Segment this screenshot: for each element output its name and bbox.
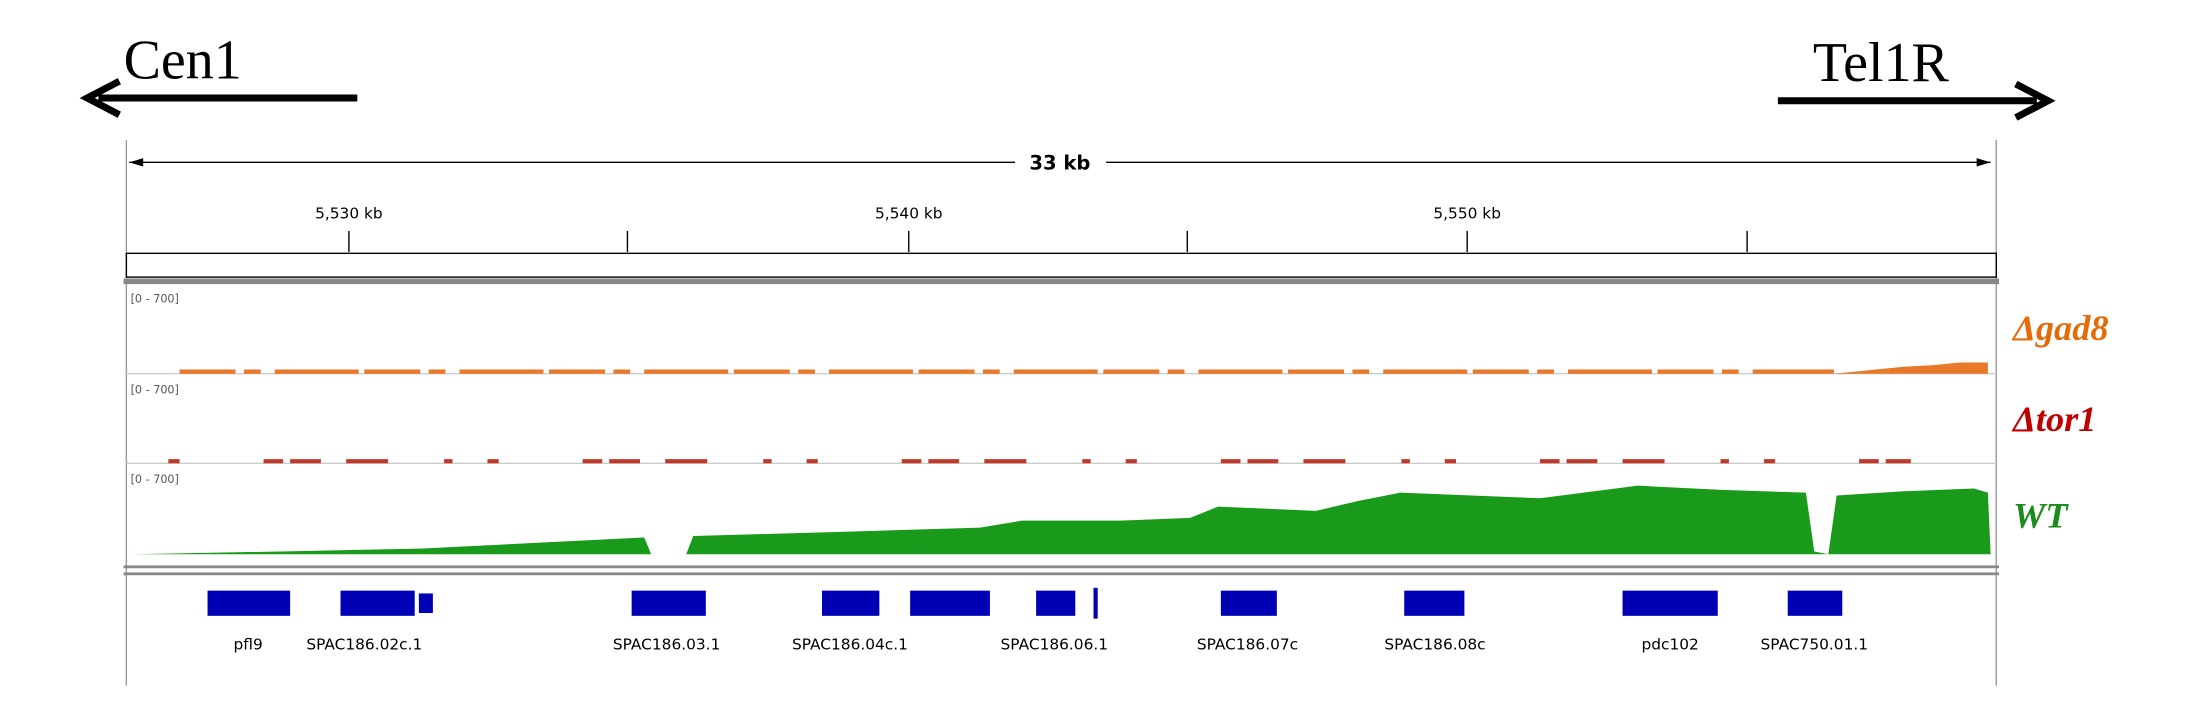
divider [123,278,2000,285]
track-name: Δtor1 [2011,399,2096,439]
ruler-tick-label: 5,550 kb [1433,204,1501,222]
track-range: [0 - 700] [131,292,179,305]
gene-label: pdc102 [1641,635,1698,653]
ruler-ticks [348,230,1748,252]
track-range: [0 - 700] [131,383,179,396]
tel-label: Tel1R [1813,32,1950,94]
wt-coverage [133,485,1991,555]
cen-label: Cen1 [124,29,242,91]
gene-label: SPAC186.08c [1384,635,1485,653]
divider [123,572,2000,576]
ruler-head [1976,158,1991,167]
ruler-tick-label: 5,530 kb [315,204,383,222]
gene-label: pfl9 [234,635,263,653]
gad8-coverage [1833,362,1988,374]
ruler-span: 33 kb [1029,151,1090,174]
gene-label: SPAC186.02c.1 [306,635,422,653]
gene-label: SPAC186.06.1 [1001,635,1109,653]
gene-label: SPAC186.03.1 [613,635,721,653]
track-name: Δgad8 [2011,308,2109,348]
arrow-head [2014,80,2056,121]
ruler-tick-label: 5,540 kb [875,204,943,222]
divider [123,565,2000,569]
gene-features [207,587,1843,619]
gene-label: SPAC186.07c [1197,635,1298,653]
arrow-head [79,78,121,118]
track-range: [0 - 700] [131,473,179,486]
track-name: WT [2013,496,2069,536]
gene-label: SPAC186.04c.1 [792,635,908,653]
ruler-head [129,158,144,167]
locus-box [125,252,1997,278]
gene-label: SPAC750.01.1 [1761,635,1868,653]
